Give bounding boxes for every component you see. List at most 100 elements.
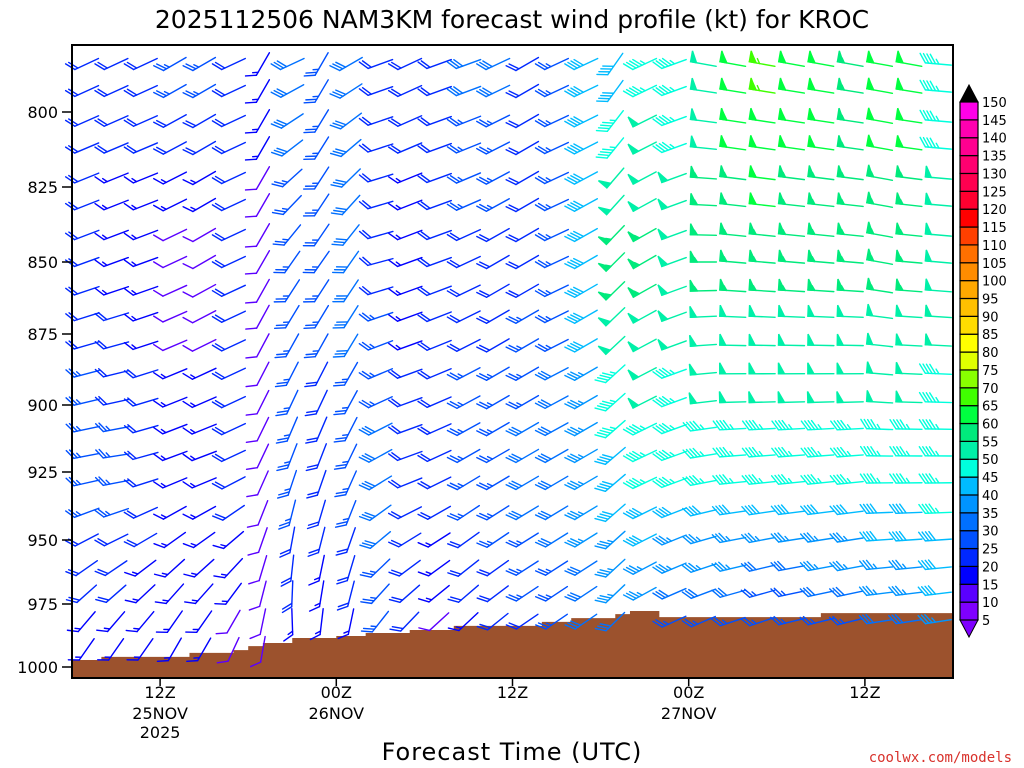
barb-full [809,109,816,121]
barb-half [516,540,523,544]
barb-full [567,455,579,462]
barb-staff [162,255,188,269]
barb-full [276,119,288,126]
barb-staff [396,423,423,435]
barb-full [358,401,370,409]
barb-full [446,290,458,298]
barb-full [358,313,369,322]
barb-full [274,209,287,213]
wind-barb [64,142,100,154]
wind-barb [777,391,806,404]
wind-barb [895,361,923,376]
barb-full [573,312,585,319]
barb-full [599,402,612,407]
wind-barb [836,77,864,94]
barb-full [182,179,194,186]
wind-barb [860,418,894,431]
barb-full [829,475,838,485]
wind-barb [681,588,717,600]
barb-full [278,491,290,496]
barb-full [922,79,930,91]
barb-full [123,511,135,519]
barb-full [305,353,318,356]
barb-full [449,400,461,408]
wind-barb [770,474,806,485]
wind-barb [211,228,246,242]
wind-barb [476,559,510,577]
barb-full [810,446,819,457]
barb-staff [632,506,658,520]
barb-full [658,116,669,124]
wind-barb [153,255,188,269]
barb-full [362,200,372,209]
barb-full [567,622,579,628]
wind-barb [156,637,182,663]
barb-full [750,193,757,206]
barb-staff [102,453,130,459]
barb-full [68,422,78,432]
wind-barb [330,168,361,188]
barb-staff [427,532,451,548]
barb-half [163,64,171,68]
barb-staff [313,223,330,247]
barb-full [476,263,488,270]
wind-barb [332,305,359,329]
barb-full [534,90,546,98]
barb-full [64,146,76,154]
wind-barb [476,114,511,128]
barb-staff [103,507,130,518]
barb-full [682,422,692,432]
wind-barb [64,507,100,519]
wind-barb [681,562,717,573]
barb-full [829,588,839,598]
wind-barb [153,83,187,99]
wind-barb [275,416,299,444]
wind-barb [859,473,894,484]
barb-full [94,570,106,577]
barb-staff [367,58,394,70]
barb-staff [396,172,423,184]
barb-flag [748,278,757,292]
barb-full [126,88,138,96]
barb-full [271,211,284,216]
barb-flag [627,116,640,128]
barb-full [362,627,376,630]
barb-half [369,372,376,377]
barb-full [622,539,634,547]
barb-full [629,479,640,487]
wind-barb [211,339,246,352]
wind-barb [594,503,626,523]
wind-barb [888,613,923,625]
barb-full [248,579,260,585]
barb-staff [895,618,923,625]
wind-barb [689,135,718,151]
barb-full [333,466,347,470]
barb-staff [485,421,510,437]
barb-full [244,131,258,134]
barb-full [68,509,79,517]
barb-full [862,503,871,514]
barb-full [537,343,549,351]
barb-full [417,482,429,490]
barb-staff [256,416,270,442]
barb-full [94,287,105,296]
barb-flag [627,173,640,186]
barb-full [245,466,259,470]
barb-staff [836,590,864,598]
barb-full [68,174,79,183]
barb-half [729,477,735,484]
y-tick-label: 1000 [17,658,58,677]
barb-full [870,446,878,457]
barb-flag [748,304,757,318]
barb-full [476,205,488,212]
barb-full [98,368,108,377]
barb-flag [719,107,727,121]
barb-full [123,202,135,211]
barb-full [537,202,549,210]
wind-barb [244,136,271,161]
barb-staff [895,511,923,515]
barb-staff [167,637,182,662]
wind-barb [65,584,98,604]
barb-full [564,147,576,155]
barb-staff [455,85,482,97]
